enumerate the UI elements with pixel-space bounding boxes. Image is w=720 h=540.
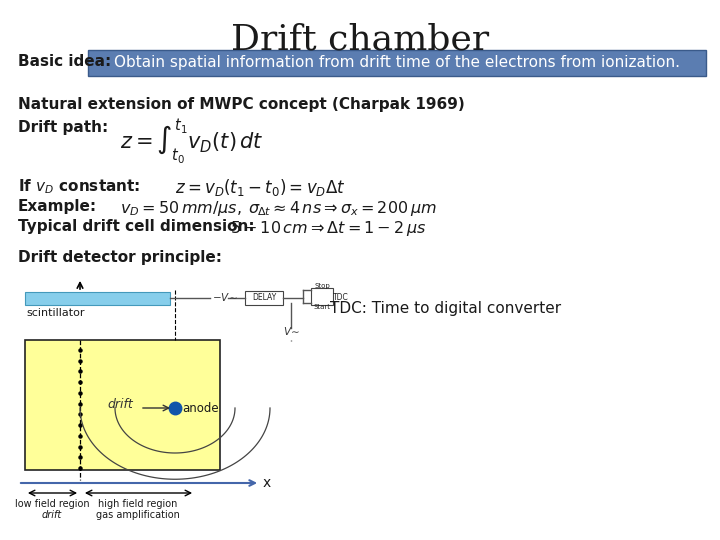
Text: TDC: Time to digital converter: TDC: Time to digital converter bbox=[330, 300, 561, 315]
Bar bbox=[88, 50, 706, 76]
Text: Example:: Example: bbox=[18, 199, 97, 214]
Text: x: x bbox=[263, 476, 271, 490]
Text: $5 - 10\,cm \Rightarrow \Delta t = 1 - 2\,\mu s$: $5 - 10\,cm \Rightarrow \Delta t = 1 - 2… bbox=[230, 219, 426, 238]
Text: Start: Start bbox=[313, 304, 330, 310]
Bar bbox=[25, 292, 170, 305]
Text: $V\!\sim$: $V\!\sim$ bbox=[283, 325, 300, 337]
Text: Drift chamber: Drift chamber bbox=[231, 22, 489, 56]
Text: low field region: low field region bbox=[14, 499, 89, 509]
Text: scintillator: scintillator bbox=[26, 308, 84, 318]
Text: Obtain spatial information from drift time of the electrons from ionization.: Obtain spatial information from drift ti… bbox=[114, 56, 680, 71]
Text: DELAY: DELAY bbox=[252, 294, 276, 302]
Text: Typical drift cell dimension:: Typical drift cell dimension: bbox=[18, 219, 255, 234]
Text: $v_D = 50\,mm/\mu s,\; \sigma_{\!\Delta t} \approx 4\,ns \Rightarrow \sigma_x = : $v_D = 50\,mm/\mu s,\; \sigma_{\!\Delta … bbox=[120, 199, 437, 218]
Text: Drift path:: Drift path: bbox=[18, 120, 108, 135]
Text: Stop: Stop bbox=[314, 283, 330, 289]
Text: drift: drift bbox=[42, 510, 62, 520]
Text: Natural extension of MWPC concept (Charpak 1969): Natural extension of MWPC concept (Charp… bbox=[18, 97, 464, 112]
Text: anode: anode bbox=[182, 402, 219, 415]
Text: Basic idea:: Basic idea: bbox=[18, 55, 112, 70]
Text: TDC: TDC bbox=[333, 293, 348, 301]
Text: Drift detector principle:: Drift detector principle: bbox=[18, 250, 222, 265]
Bar bbox=[311, 288, 333, 305]
Text: $z = \int_{t_0}^{t_1} v_D(t)\,dt$: $z = \int_{t_0}^{t_1} v_D(t)\,dt$ bbox=[120, 118, 264, 167]
Text: drift: drift bbox=[107, 399, 133, 411]
Bar bbox=[245, 291, 283, 305]
Text: $-V\!\sim$: $-V\!\sim$ bbox=[212, 291, 238, 303]
Text: $z = v_D(t_1 - t_0) = v_D \Delta t$: $z = v_D(t_1 - t_0) = v_D \Delta t$ bbox=[175, 177, 346, 198]
Text: If $v_D$ constant:: If $v_D$ constant: bbox=[18, 177, 140, 195]
Bar bbox=[25, 340, 220, 470]
Text: gas amplification: gas amplification bbox=[96, 510, 180, 520]
Text: high field region: high field region bbox=[99, 499, 178, 509]
